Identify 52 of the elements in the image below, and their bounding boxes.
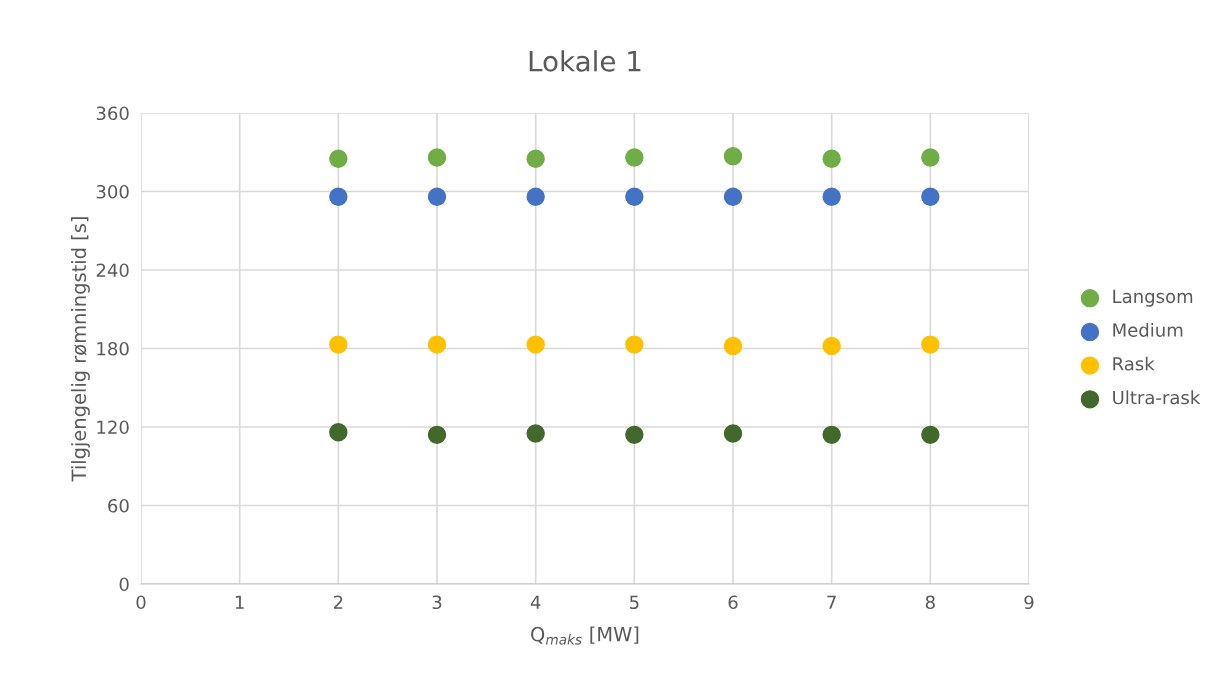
- point: [625, 425, 644, 445]
- point: [822, 336, 841, 356]
- x-tick-label: 4: [530, 595, 541, 609]
- y-axis-title: Tilgjengelig rømningstid [s]: [71, 217, 90, 482]
- y-tick-label: 360: [96, 106, 129, 121]
- legend-label: Medium: [1113, 322, 1183, 337]
- point: [921, 335, 940, 354]
- point: [329, 423, 348, 442]
- x-tick-label: 9: [1024, 595, 1034, 610]
- point: [822, 425, 841, 445]
- point: [427, 335, 447, 354]
- point: [427, 425, 447, 445]
- y-tick-label: 240: [96, 263, 129, 278]
- x-tick-label: 3: [432, 595, 442, 610]
- x-tick-label: 6: [728, 595, 738, 610]
- x-tick-label: 8: [925, 595, 935, 610]
- point: [526, 424, 545, 443]
- point: [329, 335, 348, 354]
- point: [427, 148, 447, 167]
- point: [822, 187, 841, 206]
- x-tick-label: 1: [235, 595, 244, 609]
- point: [625, 187, 644, 206]
- legend-label: Rask: [1113, 356, 1155, 371]
- point: [723, 146, 743, 166]
- point: [625, 148, 644, 167]
- point: [921, 187, 940, 206]
- point: [921, 148, 940, 167]
- point: [526, 149, 545, 168]
- point: [526, 187, 545, 206]
- legend-label: Ultra-rask: [1113, 390, 1201, 405]
- point: [822, 149, 841, 168]
- chart-title: Lokale 1: [529, 50, 641, 72]
- point: [723, 336, 743, 356]
- point: [329, 187, 348, 206]
- y-tick-label: 120: [97, 420, 129, 435]
- point: [723, 187, 743, 206]
- y-tick-label: 60: [108, 498, 129, 513]
- point: [921, 425, 940, 445]
- x-axis-title: Q$_{maks}$ [MW]: [531, 626, 639, 645]
- legend-label: Langsom: [1113, 289, 1193, 307]
- point: [427, 187, 447, 206]
- y-tick-label: 300: [96, 184, 129, 199]
- point: [625, 335, 644, 354]
- x-tick-label: 7: [827, 595, 836, 609]
- point: [526, 335, 545, 354]
- point: [723, 424, 743, 443]
- y-tick-label: 180: [97, 341, 129, 356]
- point: [329, 149, 348, 168]
- x-tick-label: 5: [629, 595, 639, 610]
- y-tick-label: 0: [119, 577, 129, 592]
- x-tick-label: 0: [136, 595, 146, 610]
- x-tick-label: 2: [333, 595, 343, 609]
